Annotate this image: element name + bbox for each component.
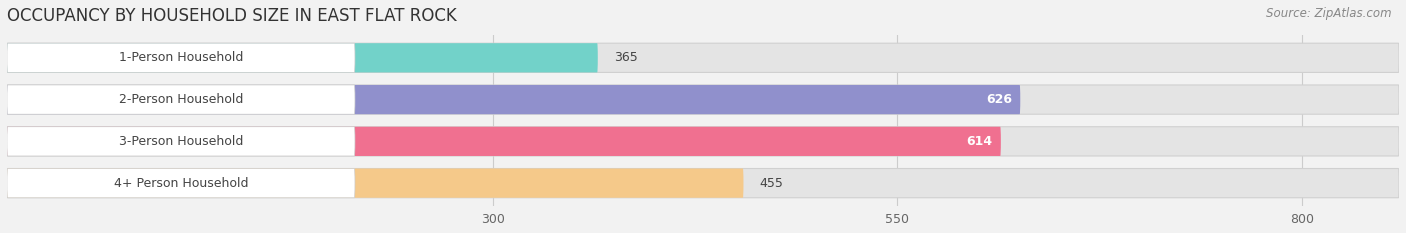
Text: 1-Person Household: 1-Person Household [118, 51, 243, 64]
Text: Source: ZipAtlas.com: Source: ZipAtlas.com [1267, 7, 1392, 20]
FancyBboxPatch shape [7, 85, 354, 114]
FancyBboxPatch shape [7, 127, 1399, 156]
Text: 614: 614 [967, 135, 993, 148]
FancyBboxPatch shape [7, 168, 1399, 198]
Text: 455: 455 [759, 177, 783, 190]
Text: 3-Person Household: 3-Person Household [118, 135, 243, 148]
FancyBboxPatch shape [7, 43, 1399, 72]
FancyBboxPatch shape [7, 168, 354, 198]
Text: 2-Person Household: 2-Person Household [118, 93, 243, 106]
FancyBboxPatch shape [7, 168, 744, 198]
Text: 4+ Person Household: 4+ Person Household [114, 177, 249, 190]
FancyBboxPatch shape [7, 127, 354, 156]
FancyBboxPatch shape [7, 85, 1021, 114]
Text: OCCUPANCY BY HOUSEHOLD SIZE IN EAST FLAT ROCK: OCCUPANCY BY HOUSEHOLD SIZE IN EAST FLAT… [7, 7, 457, 25]
FancyBboxPatch shape [7, 127, 1001, 156]
FancyBboxPatch shape [7, 43, 598, 72]
Text: 626: 626 [986, 93, 1012, 106]
Text: 365: 365 [614, 51, 638, 64]
FancyBboxPatch shape [7, 43, 354, 72]
FancyBboxPatch shape [7, 85, 1399, 114]
